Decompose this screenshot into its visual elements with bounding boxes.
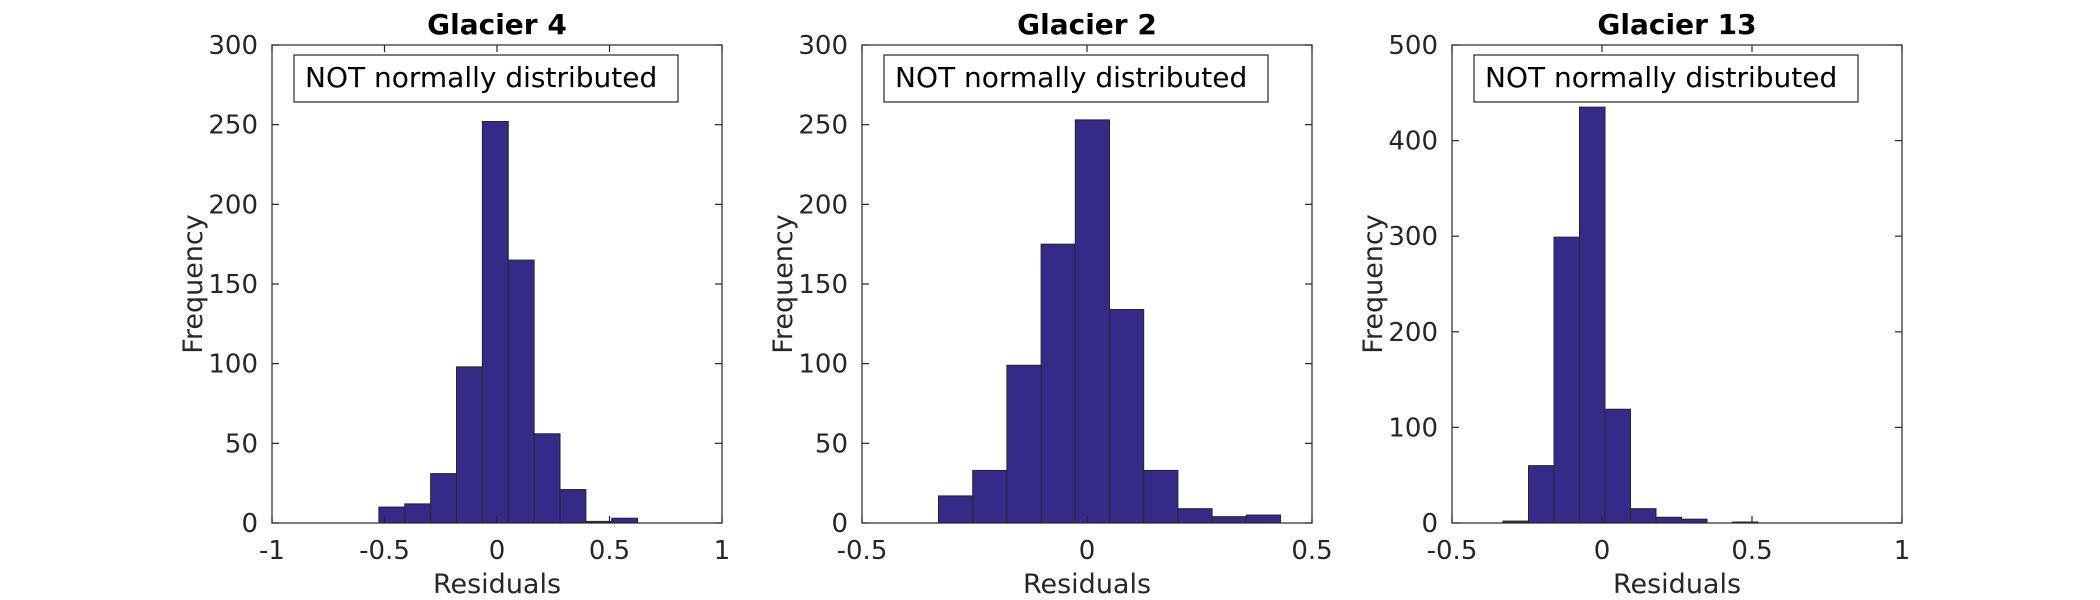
histogram-bar: [1074, 119, 1111, 524]
annotation-box: [883, 54, 1269, 103]
histogram-bar: [1655, 516, 1682, 524]
y-tick-label: 50: [225, 429, 258, 459]
histogram-bar: [456, 366, 483, 524]
subplot-0: -1 -0.5 0 0.5 1 0 50 100 150 200 250 300 Glacier 4 Re…: [178, 8, 730, 600]
y-tick-label: 250: [798, 111, 848, 141]
histogram-bar: [559, 489, 587, 524]
y-tick-label: 100: [208, 350, 258, 380]
x-tick-label: 1: [1894, 536, 1911, 566]
histogram-bar: [1604, 408, 1631, 524]
annotation-text: NOT normally distributed: [1485, 61, 1837, 94]
histogram-bar: [1245, 514, 1282, 524]
x-axis-label: Residuals: [1613, 569, 1741, 600]
histogram-bar: [378, 506, 406, 524]
histogram-bar: [481, 120, 509, 524]
x-tick-label: 0: [1079, 536, 1096, 566]
annotation-text: NOT normally distributed: [895, 61, 1247, 94]
y-tick-label: 0: [241, 509, 258, 539]
histogram-bar: [1177, 508, 1213, 524]
chart-title: Glacier 4: [427, 8, 567, 41]
x-tick-label: -0.5: [1427, 536, 1478, 566]
x-tick-label: 0: [1594, 536, 1611, 566]
axes-box: [1451, 44, 1903, 524]
x-tick-label: -0.5: [359, 536, 410, 566]
histogram-bar: [1630, 508, 1657, 524]
y-tick-label: 50: [815, 429, 848, 459]
y-tick-label: 150: [208, 270, 258, 300]
histogram-bar: [1109, 308, 1145, 524]
y-tick-label: 200: [1388, 318, 1438, 348]
histogram-bar: [404, 503, 432, 524]
histogram-bar: [611, 517, 639, 524]
y-tick-label: 100: [798, 350, 848, 380]
y-tick-label: 0: [1421, 509, 1438, 539]
y-tick-label: 200: [798, 190, 848, 220]
y-axis-label: Frequency: [768, 214, 799, 354]
y-tick-label: 250: [208, 111, 258, 141]
x-tick-label: -0.5: [837, 536, 888, 566]
chart-title: Glacier 13: [1597, 8, 1756, 41]
y-tick-label: 150: [798, 270, 848, 300]
x-tick-label: 0.5: [1291, 536, 1332, 566]
x-tick-label: 0.5: [1731, 536, 1772, 566]
x-tick-label: 0: [489, 536, 506, 566]
histogram-bar: [1143, 469, 1179, 524]
histogram-bar: [938, 495, 974, 524]
y-axis-label: Frequency: [1358, 214, 1389, 354]
histogram-bar: [430, 473, 458, 524]
y-axis-label: Frequency: [178, 214, 209, 354]
x-tick-label: -1: [259, 536, 285, 566]
histogram-bar: [1006, 364, 1042, 524]
y-tick-label: 0: [831, 509, 848, 539]
y-tick-label: 300: [798, 31, 848, 61]
y-tick-label: 300: [208, 31, 258, 61]
x-tick-label: 1: [714, 536, 731, 566]
x-axis-label: Residuals: [433, 569, 561, 600]
histogram-bar: [1040, 243, 1076, 524]
histogram-bar: [1528, 465, 1555, 524]
histogram-bar: [1553, 236, 1580, 524]
annotation-box: [293, 54, 679, 103]
x-tick-label: 0.5: [589, 536, 630, 566]
y-tick-label: 500: [1388, 31, 1438, 61]
histogram-bar: [507, 259, 535, 524]
histogram-bar: [1579, 106, 1606, 524]
y-tick-label: 200: [208, 190, 258, 220]
annotation-text: NOT normally distributed: [305, 61, 657, 94]
y-tick-label: 300: [1388, 222, 1438, 252]
histogram-bar: [1211, 516, 1247, 524]
histogram-bar: [533, 433, 561, 524]
annotation-box: [1473, 54, 1859, 103]
y-tick-label: 400: [1388, 127, 1438, 157]
chart-title: Glacier 2: [1017, 8, 1157, 41]
y-tick-label: 100: [1388, 413, 1438, 443]
x-axis-label: Residuals: [1023, 569, 1151, 600]
histogram-bar: [972, 469, 1008, 524]
